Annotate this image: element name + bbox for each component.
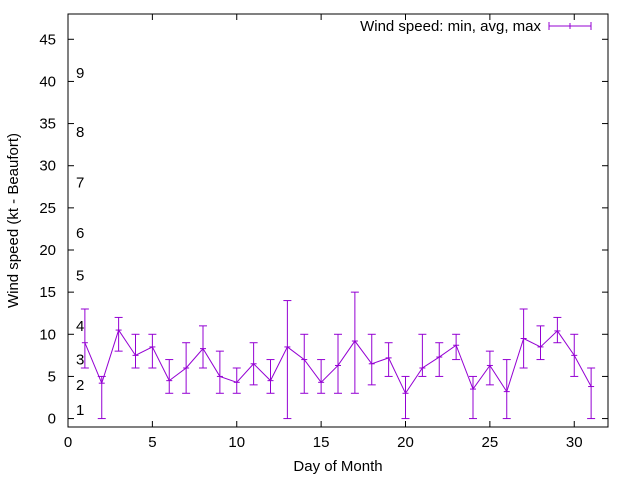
- x-tick-label: 5: [148, 434, 156, 451]
- error-bar: [131, 333, 140, 369]
- x-tick-label: 10: [228, 434, 245, 451]
- beaufort-scale-labels: 1 2 3 4 5 6 7 8 9: [76, 65, 84, 419]
- y-tick-label: 40: [39, 73, 56, 90]
- plot-content: [80, 291, 596, 420]
- beaufort-label: 2: [76, 377, 84, 394]
- error-bar: [350, 291, 359, 394]
- error-bar: [452, 333, 461, 361]
- y-tick-label: 20: [39, 242, 56, 259]
- error-bar: [283, 300, 292, 420]
- x-axis-title: Day of Month: [293, 458, 382, 475]
- x-tick-label: 0: [64, 434, 72, 451]
- error-bar: [148, 333, 157, 369]
- beaufort-label: 4: [76, 318, 84, 335]
- error-bar: [587, 367, 596, 420]
- error-bar: [317, 359, 326, 394]
- x-tick-label: 15: [313, 434, 330, 451]
- legend: Wind speed: min, avg, max: [360, 18, 592, 35]
- x-axis: 0 5 10 15 20 25 30: [64, 14, 583, 451]
- error-bar: [232, 367, 241, 394]
- y-tick-label: 0: [48, 411, 56, 428]
- error-bar: [502, 359, 511, 420]
- error-bar: [266, 359, 275, 394]
- beaufort-label: 8: [76, 124, 84, 141]
- y-tick-label: 15: [39, 284, 56, 301]
- error-bar: [165, 359, 174, 394]
- error-bar: [300, 333, 309, 394]
- error-bar: [469, 375, 477, 420]
- error-bar: [114, 316, 123, 352]
- y-tick-label: 5: [48, 368, 56, 385]
- beaufort-label: 1: [76, 402, 84, 419]
- x-tick-label: 20: [397, 434, 414, 451]
- error-bar: [418, 333, 427, 377]
- beaufort-label: 7: [76, 175, 84, 192]
- beaufort-label: 5: [76, 267, 84, 284]
- beaufort-label: 3: [76, 352, 84, 369]
- error-bar: [536, 325, 545, 361]
- plot-frame: [67, 13, 609, 428]
- legend-sample-errorbar: [548, 22, 592, 30]
- beaufort-label: 9: [76, 65, 84, 82]
- error-bar: [401, 375, 410, 420]
- error-bar: [215, 350, 224, 394]
- error-bar: [367, 333, 376, 386]
- beaufort-label: 6: [76, 225, 84, 242]
- error-bar: [485, 350, 494, 386]
- error-bar: [553, 316, 562, 344]
- y-tick-label: 45: [39, 31, 56, 48]
- y-tick-label: 10: [39, 326, 56, 343]
- y-axis-title: Wind speed (kt - Beaufort): [5, 133, 22, 308]
- x-tick-label: 30: [566, 434, 583, 451]
- error-bar: [334, 333, 342, 394]
- x-tick-label: 25: [482, 434, 499, 451]
- legend-label: Wind speed: min, avg, max: [360, 18, 541, 35]
- error-bar: [199, 325, 207, 369]
- y-tick-label: 25: [39, 200, 56, 217]
- error-bar: [435, 342, 444, 377]
- error-bar: [80, 308, 89, 369]
- y-tick-label: 30: [39, 158, 56, 175]
- error-bar: [384, 342, 393, 377]
- y-tick-label: 35: [39, 116, 56, 133]
